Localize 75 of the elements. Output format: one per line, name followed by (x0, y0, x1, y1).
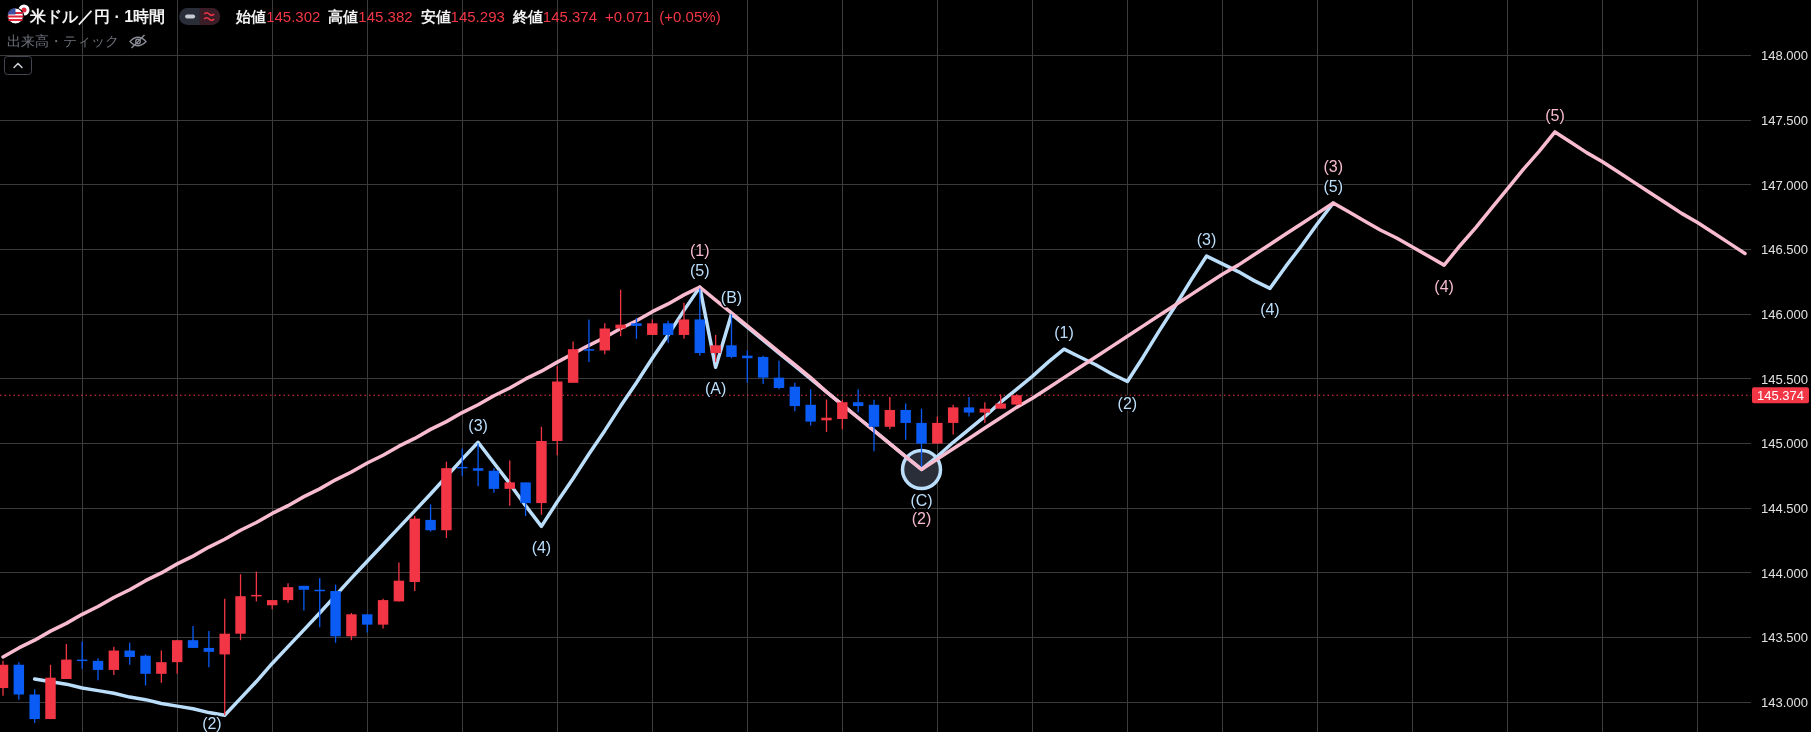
candlestick (61, 643, 72, 680)
candlestick (963, 396, 975, 418)
candlestick (678, 301, 690, 340)
candlestick (124, 642, 135, 666)
annotation: (2) (911, 510, 932, 528)
candlestick (520, 481, 531, 517)
text: 始値145.302 高値145.382 安値145.293 終値145.374 +0.071 (+0.05%) (236, 8, 721, 25)
annotation: (2) (202, 715, 222, 732)
candlestick (108, 645, 120, 676)
y-tick-label: 143.000 (1761, 694, 1808, 710)
candlestick (852, 388, 864, 414)
y-tick-label: 146.500 (1761, 242, 1808, 258)
candlestick (916, 408, 927, 468)
candlestick (837, 398, 848, 431)
y-tick-label: 147.000 (1761, 177, 1808, 193)
candlestick (773, 360, 785, 390)
ref-line-label: 145.374 (1757, 387, 1804, 403)
candlestick (583, 318, 595, 363)
y-tick-label: 146.000 (1761, 306, 1808, 322)
candlestick (726, 313, 737, 359)
candlestick (0, 660, 9, 697)
text: 米ドル／円 · 1時間 (29, 8, 166, 26)
annotation: (4) (531, 539, 552, 557)
y-tick-label: 144.000 (1761, 565, 1808, 581)
annotation: 出来高・ティック (7, 33, 119, 49)
candlestick (362, 613, 373, 634)
y-tick-label: 145.000 (1761, 436, 1808, 452)
annotation: (A) (704, 380, 727, 398)
annotation: (1) (690, 242, 710, 260)
y-tick-label: 144.500 (1761, 500, 1808, 516)
candlestick (425, 503, 436, 533)
candlestick (789, 382, 801, 412)
line-series (1, 130, 1747, 659)
candlestick (156, 649, 167, 684)
candlestick (631, 317, 642, 340)
candlestick (393, 561, 405, 603)
candlestick (868, 398, 880, 453)
candlestick (219, 598, 230, 716)
candlestick (187, 625, 199, 649)
candlestick (979, 401, 991, 424)
candlestick (203, 630, 215, 668)
candlestick (947, 404, 959, 436)
candlestick (298, 585, 310, 612)
annotation: (3) (1323, 158, 1344, 176)
candlestick (346, 612, 357, 641)
annotation: (B) (720, 289, 743, 307)
candlestick (932, 415, 943, 445)
candlestick (662, 320, 674, 344)
candlestick (900, 402, 911, 441)
annotation: (5) (690, 262, 710, 280)
candlestick (488, 467, 500, 494)
annotation: (5) (1545, 106, 1565, 124)
candlestick (171, 639, 183, 675)
annotation: (1) (1054, 324, 1074, 342)
y-tick-label: 147.500 (1761, 112, 1808, 128)
annotation: (3) (468, 417, 488, 435)
annotation: (C) (910, 492, 933, 510)
candlestick (504, 459, 515, 507)
candlestick (282, 582, 294, 604)
annotation: (5) (1323, 178, 1344, 196)
candlestick (472, 442, 484, 487)
y-tick-label: 148.000 (1761, 48, 1808, 64)
candlestick (710, 334, 721, 363)
candlestick (757, 355, 769, 385)
y-tick-label: 143.500 (1761, 630, 1808, 646)
candlestick (884, 396, 896, 431)
annotation: (4) (1434, 278, 1454, 296)
candlestick (140, 653, 151, 687)
y-tick-label: 145.500 (1761, 371, 1808, 387)
candlestick (92, 657, 104, 681)
annotation: (3) (1196, 231, 1217, 249)
annotation: (4) (1260, 301, 1280, 319)
candlestick (805, 388, 816, 427)
candlestick (599, 322, 611, 356)
annotation: (2) (1117, 394, 1138, 412)
